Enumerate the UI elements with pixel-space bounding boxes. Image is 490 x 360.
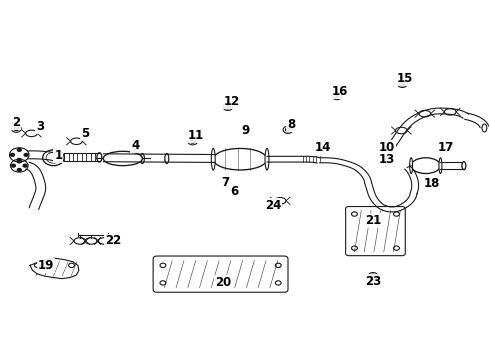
- Text: 22: 22: [105, 234, 121, 247]
- Circle shape: [286, 128, 291, 132]
- Ellipse shape: [462, 162, 466, 170]
- Text: 7: 7: [221, 176, 229, 189]
- Ellipse shape: [85, 238, 97, 244]
- Circle shape: [225, 105, 230, 109]
- FancyBboxPatch shape: [153, 256, 288, 292]
- Circle shape: [17, 160, 21, 163]
- Circle shape: [17, 148, 21, 151]
- Ellipse shape: [439, 158, 442, 174]
- Ellipse shape: [98, 238, 110, 244]
- Text: 9: 9: [241, 124, 249, 137]
- Text: 11: 11: [188, 129, 204, 142]
- Ellipse shape: [410, 158, 413, 174]
- Ellipse shape: [141, 153, 145, 163]
- Ellipse shape: [74, 238, 86, 244]
- Polygon shape: [30, 258, 79, 279]
- Text: 4: 4: [131, 139, 139, 152]
- Text: 12: 12: [223, 95, 240, 108]
- Text: 3: 3: [36, 121, 44, 134]
- Circle shape: [10, 153, 14, 156]
- Text: 6: 6: [230, 185, 238, 198]
- Text: 21: 21: [365, 214, 381, 227]
- Ellipse shape: [482, 124, 487, 132]
- Ellipse shape: [103, 151, 143, 166]
- Ellipse shape: [395, 127, 407, 134]
- Text: 10: 10: [379, 141, 395, 154]
- Text: 20: 20: [215, 276, 231, 289]
- Text: 17: 17: [438, 140, 454, 153]
- Ellipse shape: [97, 153, 102, 162]
- Text: 8: 8: [287, 118, 295, 131]
- Circle shape: [14, 127, 19, 131]
- Text: 15: 15: [397, 72, 414, 85]
- Text: 13: 13: [379, 153, 395, 166]
- Circle shape: [17, 158, 21, 161]
- Text: 14: 14: [315, 141, 331, 154]
- Circle shape: [190, 139, 195, 143]
- Text: 23: 23: [365, 275, 381, 288]
- Text: 19: 19: [37, 259, 54, 272]
- Text: 18: 18: [423, 177, 440, 190]
- Text: 24: 24: [265, 199, 282, 212]
- Text: 16: 16: [332, 85, 348, 98]
- Text: 1: 1: [54, 149, 62, 162]
- Circle shape: [370, 274, 375, 278]
- Circle shape: [334, 94, 339, 98]
- Ellipse shape: [411, 158, 441, 174]
- Ellipse shape: [444, 109, 456, 115]
- Ellipse shape: [274, 198, 286, 204]
- Ellipse shape: [213, 148, 267, 170]
- Circle shape: [24, 153, 28, 156]
- Ellipse shape: [165, 153, 169, 163]
- Ellipse shape: [25, 130, 37, 136]
- Circle shape: [23, 164, 27, 167]
- Ellipse shape: [265, 148, 269, 170]
- FancyBboxPatch shape: [345, 207, 405, 256]
- Ellipse shape: [71, 138, 82, 144]
- Text: 2: 2: [12, 116, 21, 129]
- Circle shape: [17, 168, 21, 171]
- Circle shape: [400, 82, 405, 86]
- Ellipse shape: [211, 148, 215, 170]
- Text: 5: 5: [81, 127, 89, 140]
- Ellipse shape: [116, 153, 120, 163]
- Circle shape: [11, 164, 15, 167]
- Ellipse shape: [419, 111, 431, 117]
